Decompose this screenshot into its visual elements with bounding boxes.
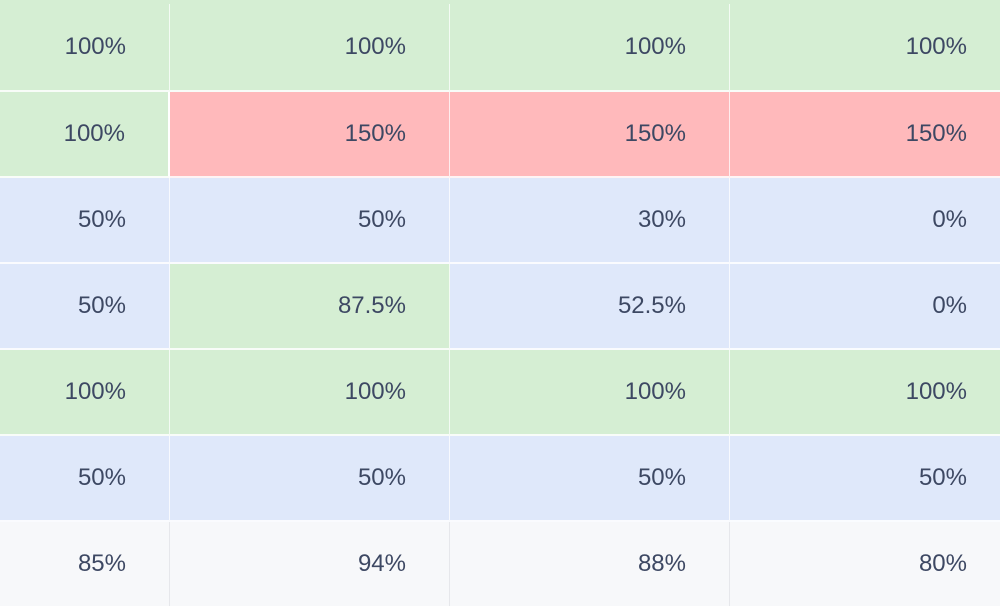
- table-cell[interactable]: 50%: [450, 436, 730, 522]
- table-cell[interactable]: 50%: [170, 178, 450, 264]
- table-cell[interactable]: 100%: [0, 350, 170, 436]
- table-cell[interactable]: 50%: [730, 436, 1000, 522]
- table-cell[interactable]: 150%: [170, 92, 450, 178]
- table-cell[interactable]: 100%: [450, 4, 730, 92]
- table-cell[interactable]: 30%: [450, 178, 730, 264]
- table-cell[interactable]: 100%: [0, 4, 170, 92]
- table-cell[interactable]: 150%: [450, 92, 730, 178]
- table-row: 100% 100% 100% 100%: [0, 4, 1000, 92]
- table-cell[interactable]: 50%: [170, 436, 450, 522]
- table-cell[interactable]: 0%: [730, 178, 1000, 264]
- table-cell[interactable]: 50%: [0, 264, 170, 350]
- table-row: 50% 50% 30% 0%: [0, 178, 1000, 264]
- table-cell[interactable]: 100%: [170, 350, 450, 436]
- table-cell[interactable]: 100%: [0, 92, 170, 178]
- totals-row: 85% 94% 88% 80%: [0, 522, 1000, 606]
- table-cell[interactable]: 100%: [450, 350, 730, 436]
- table-cell[interactable]: 100%: [730, 350, 1000, 436]
- total-cell: 94%: [170, 522, 450, 606]
- table-cell[interactable]: 52.5%: [450, 264, 730, 350]
- table-cell[interactable]: 87.5%: [170, 264, 450, 350]
- table-top-edge: [0, 0, 1000, 4]
- table-row: 100% 100% 100% 100%: [0, 350, 1000, 436]
- table-cell[interactable]: 100%: [170, 4, 450, 92]
- table-cell[interactable]: 150%: [730, 92, 1000, 178]
- table-row: 50% 50% 50% 50%: [0, 436, 1000, 522]
- total-cell: 85%: [0, 522, 170, 606]
- total-cell: 88%: [450, 522, 730, 606]
- table-cell[interactable]: 100%: [730, 4, 1000, 92]
- table-cell[interactable]: 50%: [0, 178, 170, 264]
- table-cell[interactable]: 50%: [0, 436, 170, 522]
- total-cell: 80%: [730, 522, 1000, 606]
- table-row: 50% 87.5% 52.5% 0%: [0, 264, 1000, 350]
- table-row: 100% 150% 150% 150%: [0, 92, 1000, 178]
- table-cell[interactable]: 0%: [730, 264, 1000, 350]
